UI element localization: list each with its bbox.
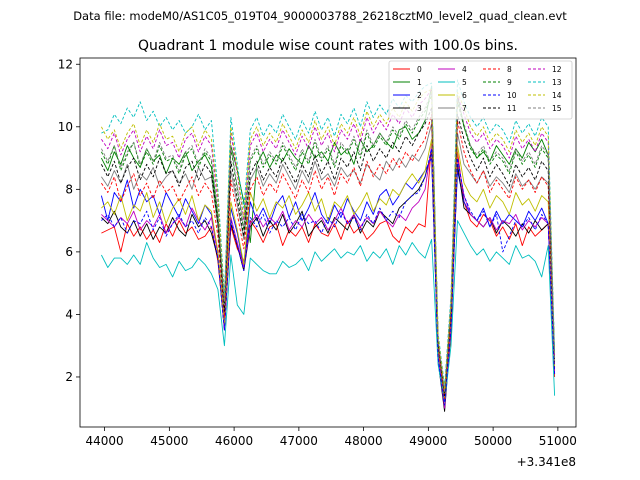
- x-tick-label: 50000: [474, 434, 512, 448]
- x-tick-label: 45000: [150, 434, 188, 448]
- legend-label-0: 0: [417, 65, 422, 74]
- legend-label-1: 1: [417, 78, 422, 87]
- y-tick-label: 8: [65, 182, 73, 196]
- x-tick-label: 47000: [280, 434, 318, 448]
- series-line-14: [100, 88, 556, 390]
- x-tick-label: 51000: [539, 434, 577, 448]
- legend-label-9: 9: [507, 78, 512, 87]
- legend-label-15: 15: [552, 104, 562, 113]
- legend-label-11: 11: [507, 104, 517, 113]
- legend-label-13: 13: [552, 78, 562, 87]
- legend-label-6: 6: [462, 91, 467, 100]
- series-line-10: [101, 148, 556, 406]
- legend-box: [388, 60, 573, 120]
- series-line-9: [100, 95, 556, 394]
- series-line-15: [100, 91, 556, 394]
- y-tick-label: 10: [58, 120, 73, 134]
- series-line-1: [100, 85, 556, 397]
- legend-label-8: 8: [507, 65, 512, 74]
- plot-area: [100, 79, 556, 412]
- legend-label-7: 7: [462, 104, 467, 113]
- y-tick-label: 4: [65, 307, 73, 321]
- series-line-11: [100, 107, 556, 397]
- y-tick-label: 2: [65, 370, 73, 384]
- legend-label-10: 10: [507, 91, 517, 100]
- legend-label-14: 14: [552, 91, 562, 100]
- x-tick-label: 44000: [86, 434, 124, 448]
- y-tick-label: 12: [58, 57, 73, 71]
- axes-ticks: 44000 45000 46000 47000 48000 49000 50000 51000…: [58, 57, 577, 448]
- series-line-5: [100, 220, 556, 403]
- chart-title: Quadrant 1 module wise count rates with …: [138, 38, 518, 54]
- legend-label-3: 3: [417, 104, 422, 113]
- x-tick-label: 48000: [345, 434, 383, 448]
- series-line-8: [101, 113, 556, 400]
- series-line-12: [101, 88, 556, 390]
- axes-frame: [79, 57, 577, 428]
- series-line-4: [101, 145, 556, 409]
- x-offset-label: +3.341e8: [517, 455, 576, 469]
- legend-label-2: 2: [417, 91, 422, 100]
- y-tick-label: 6: [65, 245, 73, 259]
- legend-label-4: 4: [462, 65, 467, 74]
- series-line-6: [101, 138, 556, 400]
- datafile-label: Data file: modeM0/AS1C05_019T04_90000037…: [73, 9, 567, 23]
- legend-label-12: 12: [552, 65, 562, 74]
- series-line-2: [100, 157, 556, 403]
- series-line-13: [101, 79, 556, 387]
- x-tick-label: 49000: [409, 434, 447, 448]
- legend-label-5: 5: [462, 78, 467, 87]
- x-tick-label: 46000: [215, 434, 253, 448]
